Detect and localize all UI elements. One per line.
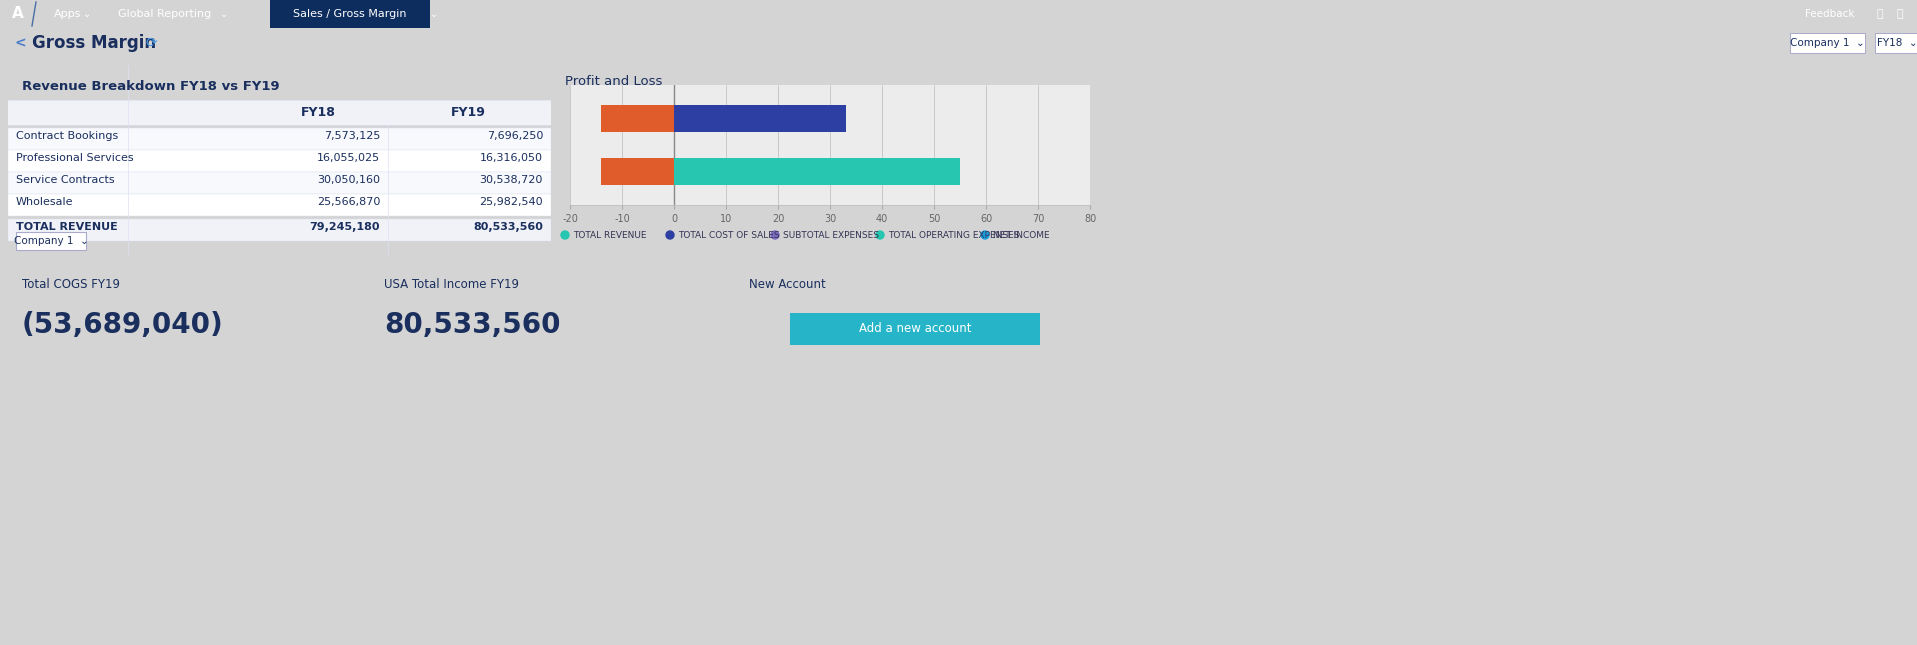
Text: NET INCOME: NET INCOME xyxy=(993,230,1051,239)
Text: 7,696,250: 7,696,250 xyxy=(487,131,543,141)
Text: ⌄: ⌄ xyxy=(220,9,228,19)
Text: Company 1  ⌄: Company 1 ⌄ xyxy=(13,236,88,246)
Text: TOTAL REVENUE: TOTAL REVENUE xyxy=(573,230,646,239)
Text: Feedback: Feedback xyxy=(1806,9,1856,19)
Bar xyxy=(675,158,960,184)
Bar xyxy=(1875,33,1917,53)
Text: <: < xyxy=(15,36,27,50)
Text: 7,573,125: 7,573,125 xyxy=(324,131,380,141)
Text: FY19: FY19 xyxy=(450,106,485,119)
Text: 25,566,870: 25,566,870 xyxy=(316,197,380,207)
Circle shape xyxy=(876,231,884,239)
Text: 79,245,180: 79,245,180 xyxy=(309,222,380,232)
Text: 80,533,560: 80,533,560 xyxy=(473,222,543,232)
Text: ⌄: ⌄ xyxy=(429,9,439,19)
Text: USA Total Income FY19: USA Total Income FY19 xyxy=(383,278,520,291)
Circle shape xyxy=(771,231,778,239)
Text: SUBTOTAL EXPENSES: SUBTOTAL EXPENSES xyxy=(782,230,880,239)
Text: ⌄: ⌄ xyxy=(82,9,92,19)
Text: 30,538,720: 30,538,720 xyxy=(479,175,543,185)
Text: FY18  ⌄: FY18 ⌄ xyxy=(1877,38,1917,48)
Text: 🔔: 🔔 xyxy=(1896,9,1904,19)
Text: A: A xyxy=(12,6,23,21)
Text: Wholesale: Wholesale xyxy=(15,197,73,207)
Bar xyxy=(8,219,550,241)
Text: TOTAL OPERATING EXPENSES: TOTAL OPERATING EXPENSES xyxy=(888,230,1020,239)
Text: ⟳: ⟳ xyxy=(146,36,157,50)
Bar xyxy=(8,172,550,194)
Circle shape xyxy=(665,231,675,239)
Text: Total COGS FY19: Total COGS FY19 xyxy=(21,278,121,291)
Text: 16,055,025: 16,055,025 xyxy=(316,153,380,163)
Bar xyxy=(1790,33,1865,53)
Circle shape xyxy=(982,231,989,239)
Bar xyxy=(8,128,550,150)
Circle shape xyxy=(562,231,569,239)
Text: Company 1  ⌄: Company 1 ⌄ xyxy=(1790,38,1865,48)
Bar xyxy=(8,194,550,216)
Text: 16,316,050: 16,316,050 xyxy=(479,153,543,163)
Bar xyxy=(8,100,550,125)
Bar xyxy=(15,232,86,250)
Bar xyxy=(602,158,675,184)
Text: 80,533,560: 80,533,560 xyxy=(383,311,560,339)
Text: 25,982,540: 25,982,540 xyxy=(479,197,543,207)
Text: (53,689,040): (53,689,040) xyxy=(21,311,224,339)
Bar xyxy=(602,105,675,132)
Text: Apps: Apps xyxy=(54,9,82,19)
Text: Contract Bookings: Contract Bookings xyxy=(15,131,119,141)
Text: Gross Margin: Gross Margin xyxy=(33,34,155,52)
Text: Sales / Gross Margin: Sales / Gross Margin xyxy=(293,9,406,19)
Text: Revenue Breakdown FY18 vs FY19: Revenue Breakdown FY18 vs FY19 xyxy=(21,80,280,93)
Text: Global Reporting: Global Reporting xyxy=(119,9,211,19)
Text: Professional Services: Professional Services xyxy=(15,153,134,163)
Text: TOTAL COST OF SALES: TOTAL COST OF SALES xyxy=(679,230,780,239)
Text: 🔍: 🔍 xyxy=(1877,9,1882,19)
Text: New Account: New Account xyxy=(750,278,826,291)
Text: Profit and Loss: Profit and Loss xyxy=(566,75,663,88)
Bar xyxy=(675,105,845,132)
Text: Service Contracts: Service Contracts xyxy=(15,175,115,185)
Text: TOTAL REVENUE: TOTAL REVENUE xyxy=(15,222,117,232)
Bar xyxy=(8,150,550,172)
Text: 30,050,160: 30,050,160 xyxy=(316,175,380,185)
Text: FY18: FY18 xyxy=(301,106,335,119)
Text: Add a new account: Add a new account xyxy=(859,322,972,335)
Bar xyxy=(790,313,1041,345)
Bar xyxy=(270,0,429,28)
